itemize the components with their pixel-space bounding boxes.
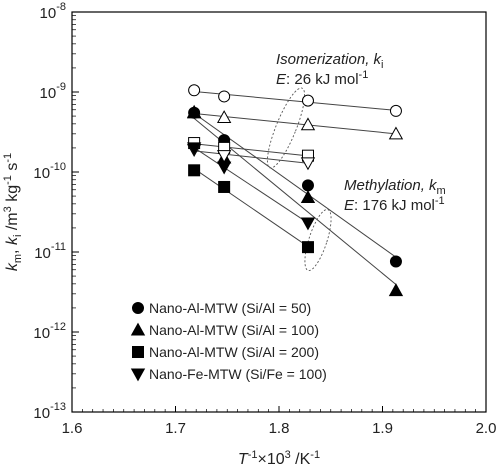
ki-point	[301, 94, 314, 107]
x-tick-label: 1.8	[269, 420, 290, 437]
km-point	[388, 283, 404, 297]
km-point	[389, 255, 402, 268]
legend-marker	[132, 302, 144, 314]
legend-marker	[130, 322, 146, 336]
y-tick-label: 10-13	[33, 401, 66, 422]
km-point	[186, 142, 202, 156]
km-point	[186, 104, 202, 118]
methylation-ellipse	[304, 208, 332, 272]
y-tick-label: 10-10	[33, 161, 66, 182]
legend-marker	[130, 368, 146, 382]
km-point	[301, 241, 314, 254]
ki-point	[216, 150, 232, 164]
legend-label: Nano-Al-MTW (Si/Al = 50)	[149, 300, 311, 316]
methylation-energy: E: 176 kJ mol-1	[344, 195, 445, 214]
km-point	[301, 179, 314, 192]
ki-point	[300, 117, 316, 131]
y-axis-title: km, ki /m3 kg-1 s-1	[2, 153, 24, 271]
isomerization-label: Isomerization, ki	[276, 51, 384, 71]
ki-fit-line	[194, 150, 309, 164]
data-markers	[186, 84, 404, 297]
legend-label: Nano-Al-MTW (Si/Al = 200)	[149, 344, 319, 360]
km-fit-line	[193, 168, 309, 247]
legend: Nano-Al-MTW (Si/Al = 50) Nano-Al-MTW (Si/…	[130, 300, 327, 382]
km-point	[300, 190, 316, 204]
x-axis-ticks: 1.6 1.7 1.8 1.9 2.0	[62, 406, 497, 437]
km-point	[188, 164, 201, 177]
km-fit-line	[193, 147, 309, 224]
legend-label: Nano-Fe-MTW (Si/Fe = 100)	[149, 366, 327, 382]
isomerization-energy: E: 26 kJ mol-1	[276, 69, 368, 88]
km-point	[216, 161, 232, 175]
y-tick-label: 10-11	[34, 241, 66, 262]
x-tick-label: 1.7	[165, 420, 186, 437]
x-tick-label: 1.9	[372, 420, 393, 437]
x-axis-title: T-1×103 /K-1	[238, 449, 320, 468]
ki-point	[188, 84, 201, 97]
legend-marker	[132, 346, 144, 358]
y-tick-label: 10-12	[33, 321, 66, 342]
ki-point	[300, 157, 316, 171]
y-tick-label: 10-9	[40, 81, 66, 102]
ki-fit-line	[194, 143, 309, 157]
ki-point	[389, 104, 402, 117]
y-tick-label: 10-8	[40, 1, 66, 22]
ki-point	[388, 126, 404, 140]
x-tick-label: 1.6	[62, 420, 83, 437]
y-axis-ticks: 10-13 10-12 10-11 10-10 10-9 10-8	[33, 1, 79, 422]
legend-label: Nano-Al-MTW (Si/Al = 100)	[149, 322, 319, 338]
ki-point	[218, 90, 231, 103]
km-point	[300, 217, 316, 231]
x-tick-label: 2.0	[476, 420, 497, 437]
ki-point	[216, 110, 232, 124]
methylation-label: Methylation, km	[344, 177, 446, 197]
km-point	[218, 180, 231, 193]
